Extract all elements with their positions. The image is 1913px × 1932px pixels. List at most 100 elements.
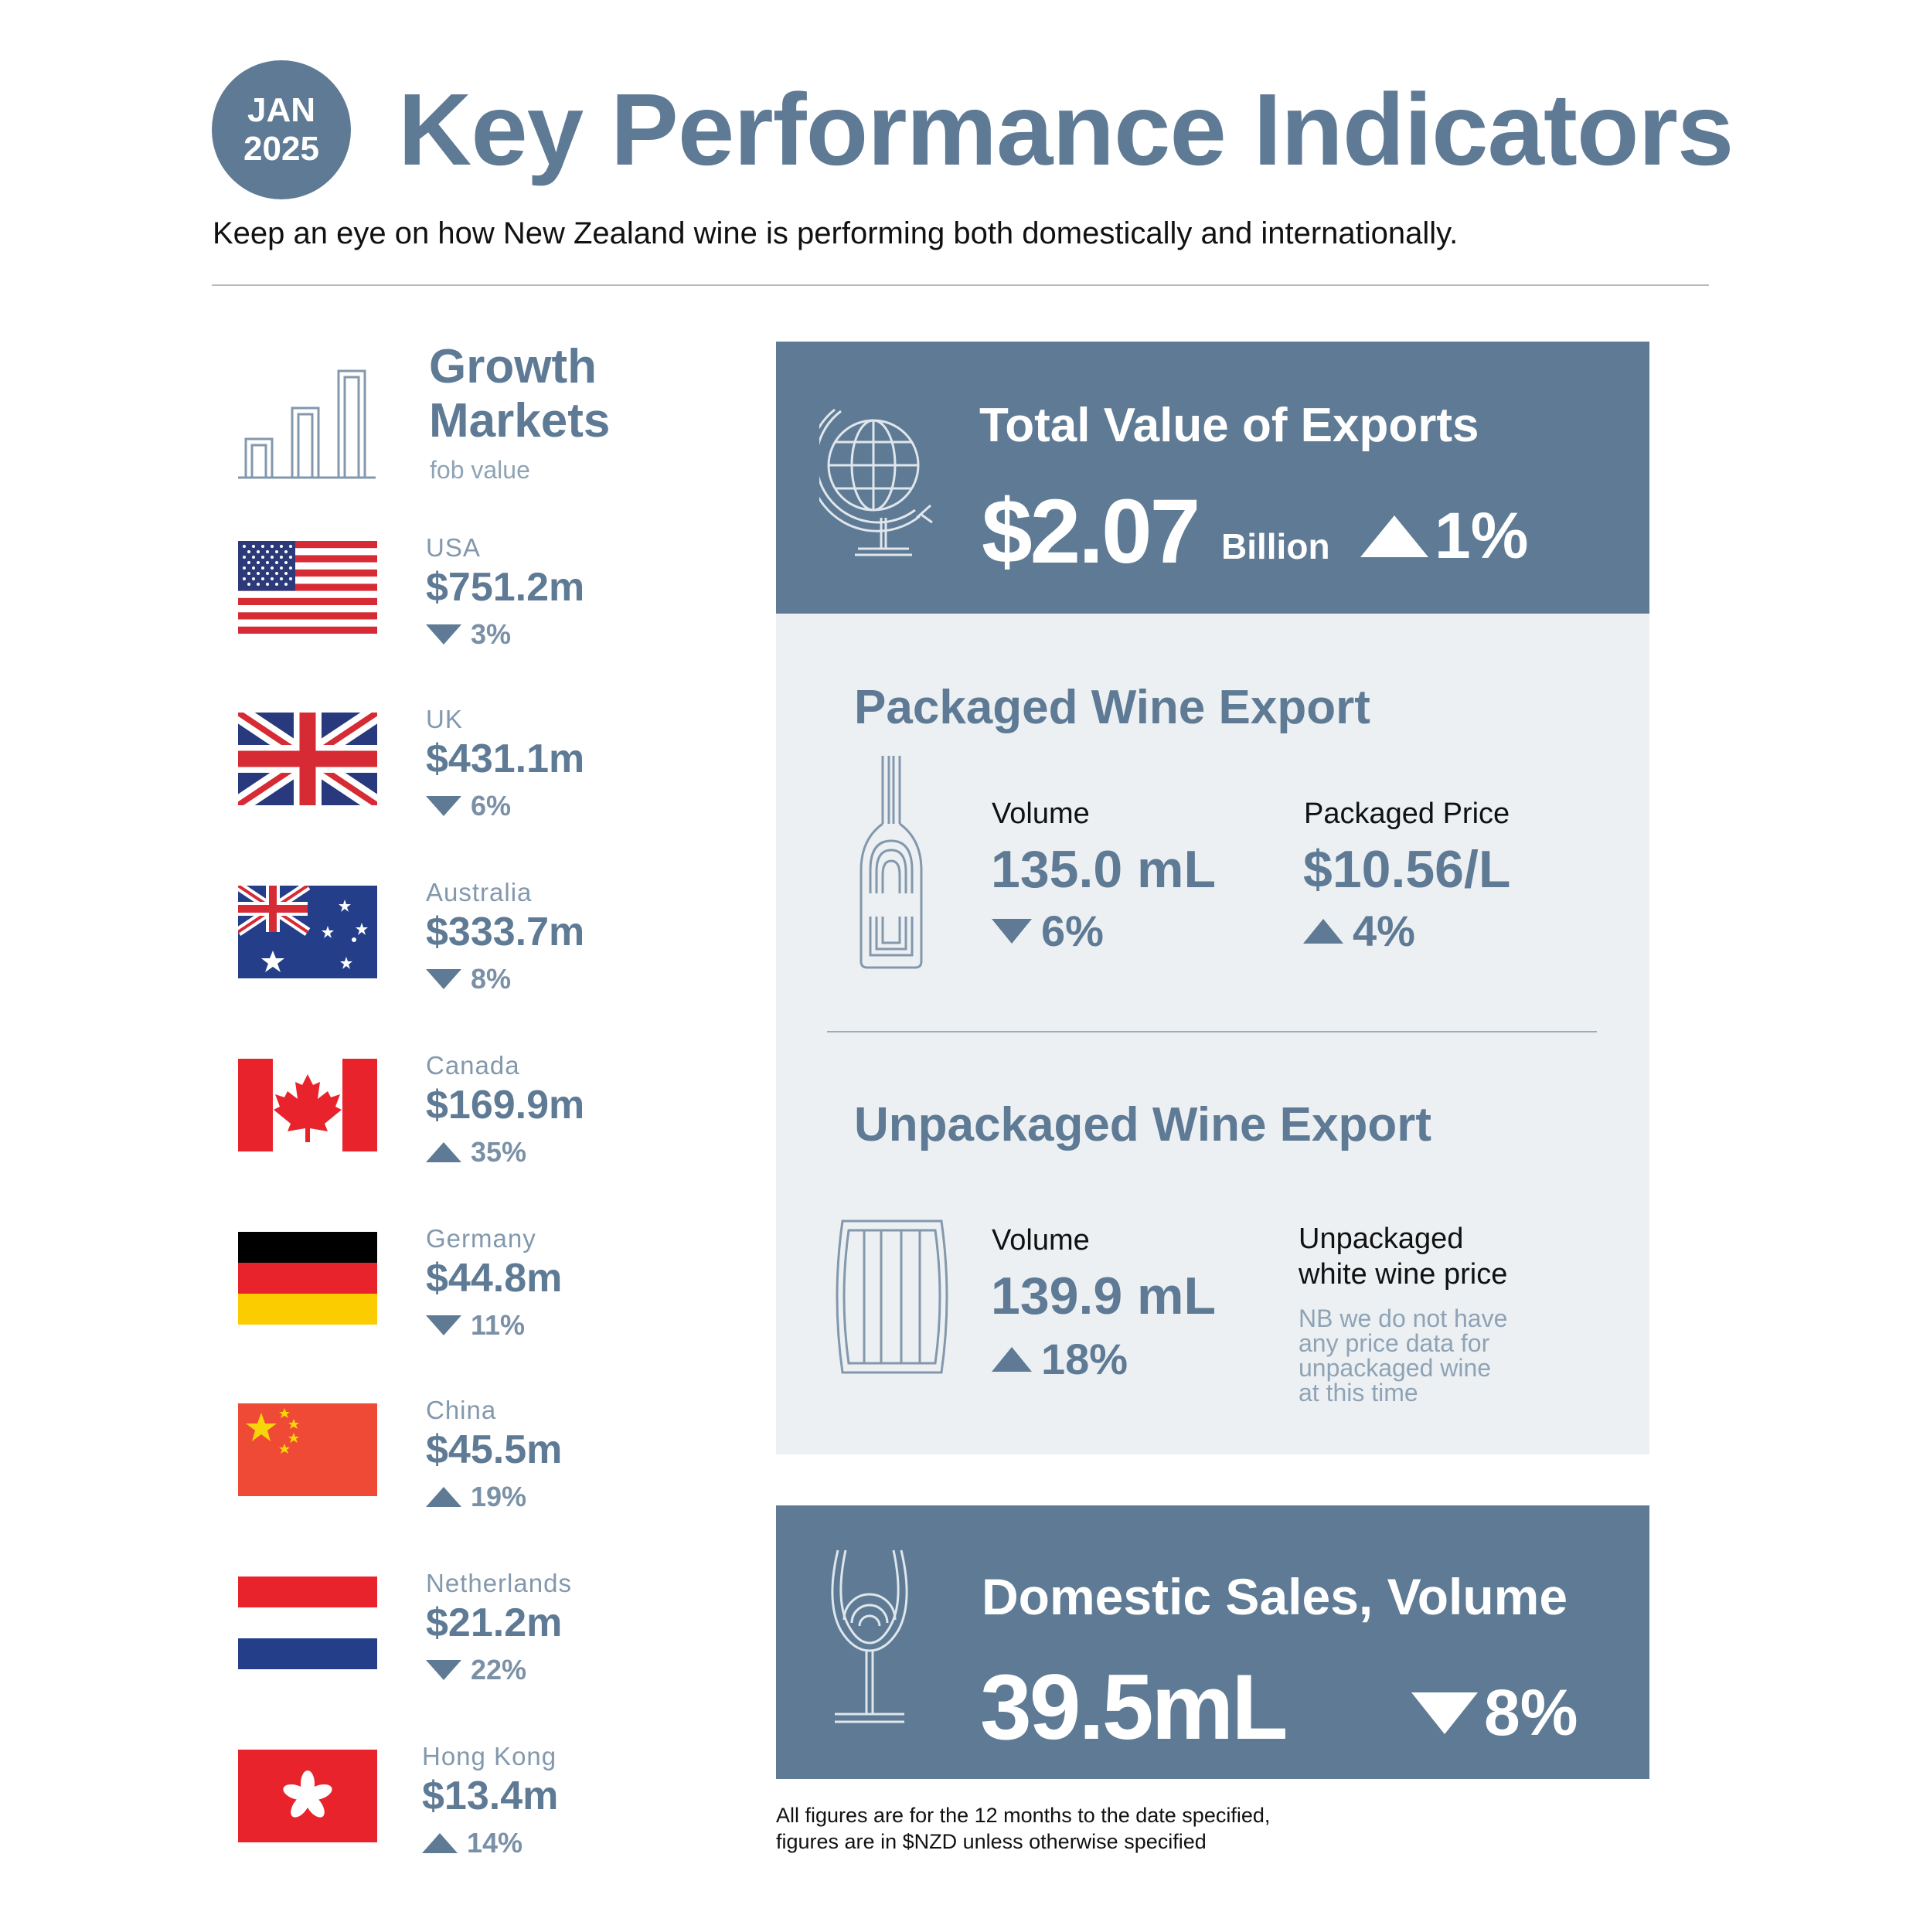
market-name: Netherlands bbox=[426, 1569, 572, 1597]
total-exports-change-value: 1% bbox=[1435, 499, 1529, 572]
packaged-price-change-value: 4% bbox=[1353, 906, 1415, 955]
market-change-value: 22% bbox=[471, 1654, 527, 1685]
netherlands-flag-icon bbox=[238, 1577, 377, 1669]
market-change-value: 3% bbox=[471, 618, 512, 650]
footnote: All figures are for the 12 months to the… bbox=[776, 1802, 1270, 1855]
market-name: USA bbox=[426, 533, 481, 562]
market-change-value: 8% bbox=[471, 963, 512, 995]
unpackaged-price-note: NB we do not have any price data for unp… bbox=[1299, 1306, 1507, 1405]
header-divider bbox=[212, 284, 1709, 286]
total-exports-panel bbox=[776, 342, 1649, 614]
globe-icon bbox=[819, 408, 933, 556]
market-change-value: 35% bbox=[471, 1136, 527, 1168]
packaged-title: Packaged Wine Export bbox=[854, 681, 1370, 734]
packaged-price-value: $10.56/L bbox=[1303, 840, 1511, 899]
unpackaged-price-label: Unpackaged white wine price bbox=[1299, 1221, 1507, 1292]
market-value: $169.9m bbox=[426, 1083, 585, 1128]
unpackaged-price-label-line2: white wine price bbox=[1299, 1258, 1508, 1291]
market-change: 19% bbox=[426, 1481, 526, 1513]
up-arrow-icon bbox=[426, 1487, 461, 1507]
note-line: any price data for bbox=[1299, 1329, 1490, 1357]
germany-flag-icon bbox=[238, 1232, 377, 1325]
market-value: $44.8m bbox=[426, 1256, 563, 1301]
badge-month: JAN bbox=[247, 91, 316, 129]
market-value: $751.2m bbox=[426, 565, 585, 610]
market-change-value: 19% bbox=[471, 1481, 527, 1512]
note-line: at this time bbox=[1299, 1379, 1418, 1406]
market-name: Canada bbox=[426, 1051, 520, 1080]
market-usa: USA $751.2m 3% bbox=[232, 533, 727, 665]
packaged-volume-value: 135.0 mL bbox=[991, 840, 1217, 899]
domestic-sales-change-value: 8% bbox=[1484, 1676, 1578, 1749]
market-change: 11% bbox=[426, 1309, 525, 1342]
up-arrow-icon bbox=[992, 1346, 1032, 1372]
market-value: $431.1m bbox=[426, 736, 585, 781]
market-change-value: 11% bbox=[471, 1309, 526, 1341]
unpackaged-volume-change-value: 18% bbox=[1041, 1335, 1128, 1383]
date-badge: JAN 2025 bbox=[212, 60, 351, 199]
market-name: Australia bbox=[426, 878, 533, 906]
market-name: Germany bbox=[426, 1224, 536, 1253]
australia-flag-icon bbox=[238, 886, 377, 978]
market-value: $21.2m bbox=[426, 1600, 563, 1645]
page-title: Key Performance Indicators bbox=[398, 73, 1734, 186]
domestic-sales-change: 8% bbox=[1411, 1675, 1578, 1750]
usa-flag-icon bbox=[238, 541, 377, 634]
down-arrow-icon bbox=[1411, 1692, 1478, 1734]
unpackaged-price-label-line1: Unpackaged bbox=[1299, 1223, 1464, 1255]
packaged-volume-change: 6% bbox=[992, 906, 1104, 956]
market-value: $13.4m bbox=[422, 1774, 559, 1818]
market-australia: Australia $333.7m 8% bbox=[232, 878, 727, 1009]
domestic-sales-value: 39.5mL bbox=[980, 1655, 1288, 1759]
market-name: China bbox=[426, 1396, 497, 1424]
down-arrow-icon bbox=[426, 796, 461, 816]
growth-markets-title-line2: Markets bbox=[429, 394, 611, 447]
canada-flag-icon bbox=[238, 1059, 377, 1151]
down-arrow-icon bbox=[426, 1660, 461, 1680]
market-name: Hong Kong bbox=[422, 1742, 557, 1770]
market-change: 35% bbox=[426, 1136, 526, 1168]
footnote-line2: figures are in $NZD unless otherwise spe… bbox=[776, 1830, 1207, 1853]
market-change: 6% bbox=[426, 790, 511, 822]
barrel-icon bbox=[836, 1219, 948, 1374]
market-change: 8% bbox=[426, 963, 511, 995]
market-canada: Canada $169.9m 35% bbox=[232, 1051, 727, 1182]
market-change-value: 14% bbox=[467, 1827, 523, 1859]
packaged-volume-change-value: 6% bbox=[1041, 906, 1104, 955]
section-divider bbox=[827, 1031, 1597, 1032]
down-arrow-icon bbox=[992, 918, 1032, 944]
packaged-volume-label: Volume bbox=[992, 798, 1090, 830]
hong-kong-flag-icon bbox=[238, 1750, 377, 1842]
unpackaged-title: Unpackaged Wine Export bbox=[854, 1098, 1432, 1151]
market-hong-kong: Hong Kong $13.4m 14% bbox=[232, 1742, 727, 1873]
domestic-sales-title: Domestic Sales, Volume bbox=[982, 1568, 1568, 1625]
total-exports-title: Total Value of Exports bbox=[979, 399, 1479, 452]
market-value: $45.5m bbox=[426, 1427, 563, 1472]
down-arrow-icon bbox=[426, 1315, 461, 1335]
market-change-value: 6% bbox=[471, 790, 512, 821]
page-subtitle: Keep an eye on how New Zealand wine is p… bbox=[213, 216, 1459, 250]
packaged-price-change: 4% bbox=[1303, 906, 1415, 956]
market-change: 14% bbox=[422, 1827, 523, 1859]
bar-chart-icon bbox=[238, 369, 376, 479]
market-value: $333.7m bbox=[426, 910, 585, 954]
note-line: unpackaged wine bbox=[1299, 1354, 1492, 1382]
market-germany: Germany $44.8m 11% bbox=[232, 1224, 727, 1355]
market-china: China $45.5m 19% bbox=[232, 1396, 727, 1527]
footnote-line1: All figures are for the 12 months to the… bbox=[776, 1804, 1271, 1827]
total-exports-change: 1% bbox=[1360, 498, 1528, 573]
market-change: 3% bbox=[426, 618, 511, 651]
market-change: 22% bbox=[426, 1654, 526, 1686]
note-line: NB we do not have bbox=[1299, 1304, 1508, 1332]
down-arrow-icon bbox=[426, 624, 461, 645]
total-exports-value: $2.07 bbox=[982, 481, 1200, 583]
down-arrow-icon bbox=[426, 969, 461, 989]
market-netherlands: Netherlands $21.2m 22% bbox=[232, 1569, 727, 1700]
market-uk: UK $431.1m 6% bbox=[232, 705, 727, 836]
total-exports-unit: Billion bbox=[1221, 526, 1330, 566]
unpackaged-volume-change: 18% bbox=[992, 1334, 1128, 1384]
growth-markets-title-line1: Growth bbox=[429, 340, 597, 393]
china-flag-icon bbox=[238, 1403, 377, 1496]
growth-markets-subtitle: fob value bbox=[430, 456, 530, 484]
uk-flag-icon bbox=[238, 713, 377, 805]
